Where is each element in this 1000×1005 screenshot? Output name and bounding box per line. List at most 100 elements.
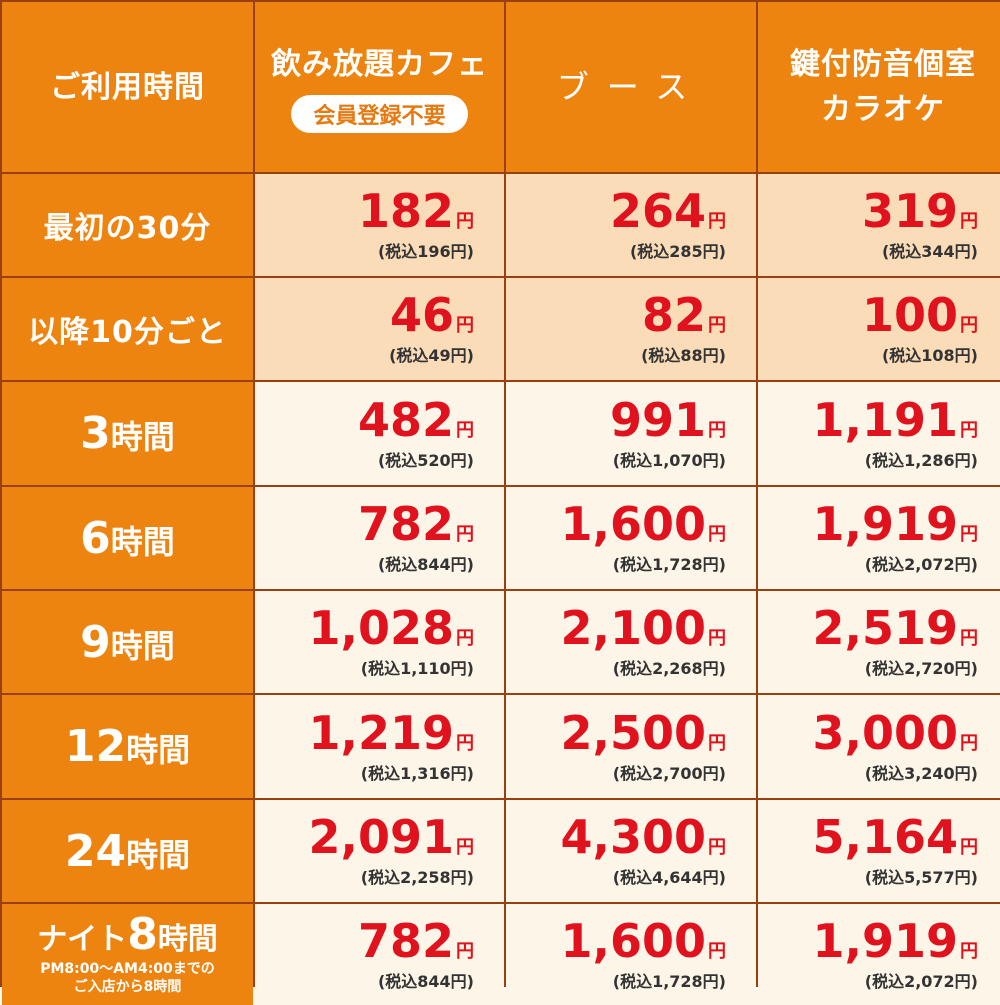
row-label-12h: 12時間	[2, 695, 253, 798]
price-main: 2,519 円	[812, 601, 978, 655]
price-tax: (税込108円)	[881, 346, 978, 365]
price-tax: (税込4,644円)	[612, 868, 726, 887]
header-booth: ブース	[506, 2, 756, 172]
price-cell: 1,919 円 (税込2,072円)	[758, 904, 1000, 1005]
price-main: 182 円	[357, 184, 474, 238]
header-karaoke: 鍵付防音個室 カラオケ	[758, 2, 1000, 172]
header-booth-label: ブース	[556, 68, 706, 106]
price-main: 482 円	[357, 392, 474, 447]
night-note-line2: ご入店から8時間	[73, 978, 182, 995]
price-main: 782 円	[357, 913, 474, 968]
price-main: 1,919 円	[812, 913, 978, 968]
price-main: 2,500 円	[560, 705, 726, 760]
no-membership-badge: 会員登録不要	[291, 94, 468, 133]
price-main: 1,600 円	[560, 497, 726, 551]
price-tax: (税込2,072円)	[864, 555, 978, 574]
row-label-text: 3時間	[80, 408, 175, 459]
price-main: 1,191 円	[812, 392, 978, 447]
night-note: PM8:00～AM4:00までの ご入店から8時間	[40, 961, 215, 996]
price-tax: (税込1,728円)	[612, 555, 726, 574]
price-cell: 46 円 (税込49円)	[255, 278, 504, 380]
row-label-night-8h: ナイト8時間 PM8:00～AM4:00までの ご入店から8時間	[2, 904, 253, 1005]
price-cell: 782 円 (税込844円)	[255, 487, 504, 589]
header-karaoke-line2: カラオケ	[821, 92, 945, 127]
price-tax: (税込49円)	[389, 346, 474, 365]
price-cell: 1,600 円 (税込1,728円)	[506, 487, 756, 589]
price-tax: (税込2,268円)	[612, 659, 726, 678]
price-cell: 4,300 円 (税込4,644円)	[506, 800, 756, 902]
price-main: 82 円	[641, 288, 726, 342]
price-tax: (税込1,728円)	[612, 971, 726, 991]
price-main: 4,300 円	[560, 810, 726, 864]
row-label-3h: 3時間	[2, 382, 253, 485]
price-tax: (税込344円)	[881, 242, 978, 261]
price-cell: 782 円 (税込844円)	[255, 904, 504, 1005]
price-main: 1,028 円	[308, 601, 474, 655]
row-label-text: 12時間	[64, 721, 191, 772]
price-tax: (税込196円)	[377, 242, 474, 261]
row-label-text: 24時間	[64, 825, 191, 877]
price-cell: 319 円 (税込344円)	[758, 174, 1000, 276]
header-usage-time: ご利用時間	[2, 2, 253, 172]
price-tax: (税込844円)	[377, 555, 474, 574]
price-main: 991 円	[609, 392, 726, 447]
price-main: 782 円	[357, 497, 474, 551]
price-cell: 5,164 円 (税込5,577円)	[758, 800, 1000, 902]
price-tax: (税込520円)	[377, 450, 474, 470]
price-cell: 1,919 円 (税込2,072円)	[758, 487, 1000, 589]
price-cell: 2,519 円 (税込2,720円)	[758, 591, 1000, 693]
row-label-first-30min: 最初の30分	[2, 174, 253, 276]
price-tax: (税込2,700円)	[612, 763, 726, 783]
header-drink-cafe-label: 飲み放題カフェ	[271, 46, 488, 82]
price-cell: 1,219 円 (税込1,316円)	[255, 695, 504, 798]
price-tax: (税込2,258円)	[360, 868, 474, 887]
price-tax: (税込2,720円)	[864, 659, 978, 678]
price-main: 1,219 円	[308, 705, 474, 760]
row-label-9h: 9時間	[2, 591, 253, 693]
price-tax: (税込3,240円)	[864, 763, 978, 783]
price-tax: (税込285円)	[629, 242, 726, 261]
price-main: 319 円	[861, 184, 978, 238]
price-main: 3,000 円	[812, 705, 978, 760]
price-tax: (税込1,286円)	[864, 450, 978, 470]
row-label-text: 最初の30分	[43, 211, 212, 246]
price-tax: (税込5,577円)	[864, 868, 978, 887]
row-label-text: 以降10分ごと	[28, 315, 227, 350]
price-cell: 2,091 円 (税込2,258円)	[255, 800, 504, 902]
price-tax: (税込844円)	[377, 971, 474, 991]
row-label-6h: 6時間	[2, 487, 253, 589]
price-main: 2,100 円	[560, 601, 726, 655]
price-cell: 482 円 (税込520円)	[255, 382, 504, 485]
price-cell: 3,000 円 (税込3,240円)	[758, 695, 1000, 798]
price-cell: 2,500 円 (税込2,700円)	[506, 695, 756, 798]
price-cell: 2,100 円 (税込2,268円)	[506, 591, 756, 693]
price-cell: 1,191 円 (税込1,286円)	[758, 382, 1000, 485]
header-drink-cafe: 飲み放題カフェ 会員登録不要	[255, 2, 504, 172]
price-cell: 100 円 (税込108円)	[758, 278, 1000, 380]
price-cell: 1,600 円 (税込1,728円)	[506, 904, 756, 1005]
price-cell: 264 円 (税込285円)	[506, 174, 756, 276]
price-tax: (税込1,110円)	[360, 659, 474, 678]
price-cell: 1,028 円 (税込1,110円)	[255, 591, 504, 693]
price-main: 1,600 円	[560, 913, 726, 968]
price-cell: 182 円 (税込196円)	[255, 174, 504, 276]
price-main: 1,919 円	[812, 497, 978, 551]
price-tax: (税込1,070円)	[612, 450, 726, 470]
row-label-per-10min: 以降10分ごと	[2, 278, 253, 380]
header-karaoke-line1: 鍵付防音個室	[790, 47, 976, 82]
price-tax: (税込88円)	[641, 346, 726, 365]
row-label-24h: 24時間	[2, 800, 253, 902]
row-label-text: ナイト8時間	[37, 909, 218, 960]
price-tax: (税込2,072円)	[864, 971, 978, 991]
price-main: 264 円	[609, 184, 726, 238]
price-cell: 991 円 (税込1,070円)	[506, 382, 756, 485]
price-main: 100 円	[861, 288, 978, 342]
row-label-text: 6時間	[80, 512, 175, 564]
price-cell: 82 円 (税込88円)	[506, 278, 756, 380]
price-tax: (税込1,316円)	[360, 763, 474, 783]
night-note-line1: PM8:00～AM4:00までの	[40, 961, 215, 977]
row-label-text: 9時間	[80, 616, 175, 668]
header-usage-time-label: ご利用時間	[50, 69, 205, 105]
price-main: 2,091 円	[308, 810, 474, 864]
